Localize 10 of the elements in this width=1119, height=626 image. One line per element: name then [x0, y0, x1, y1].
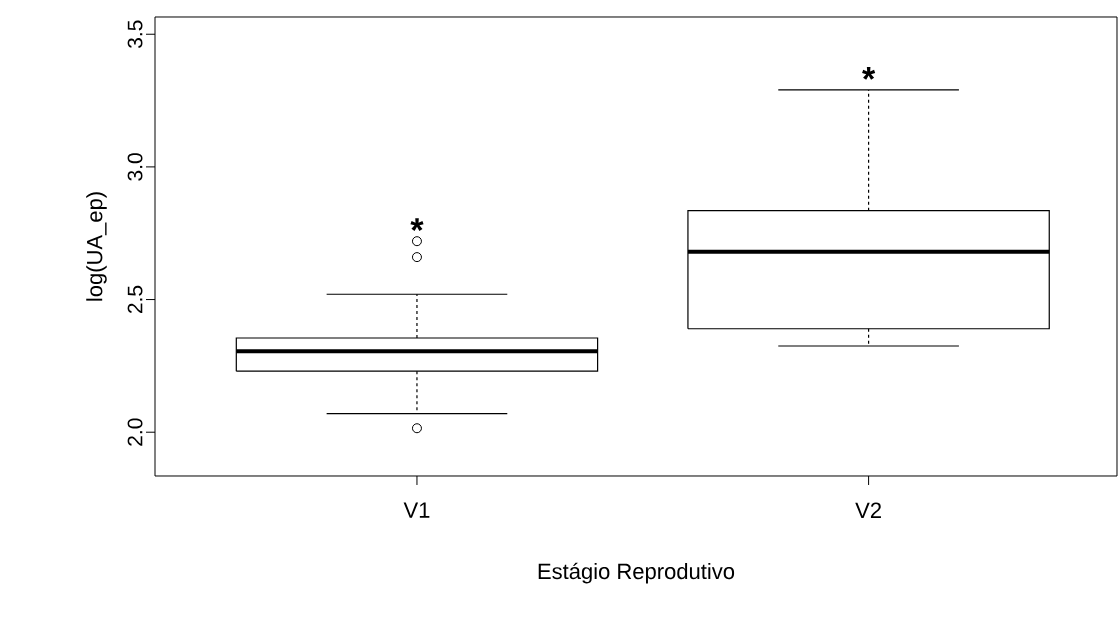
annotation: * — [862, 67, 876, 80]
y-axis-title: log(UA_ep) — [86, 192, 107, 301]
y-tick-label: 3.0 — [127, 153, 143, 181]
x-tick-label: V1 — [403, 502, 430, 518]
y-tick-label: 2.5 — [127, 285, 143, 314]
x-axis-title: Estágio Reprodutivo — [538, 562, 735, 584]
x-tick-label: V2 — [855, 502, 881, 518]
annotation: * — [410, 218, 424, 231]
y-tick-label: 3.5 — [127, 20, 143, 49]
y-tick-label: 2.0 — [127, 418, 143, 446]
